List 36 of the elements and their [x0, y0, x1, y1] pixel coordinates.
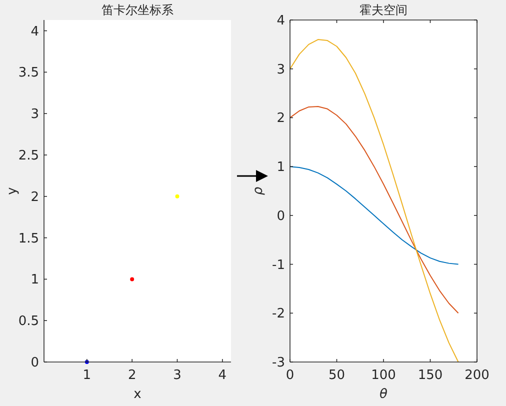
y-tick-label: -1 — [272, 258, 285, 273]
x-tick-label: 2 — [128, 368, 136, 383]
line-series — [290, 39, 459, 362]
y-tick-label: 2 — [30, 190, 39, 205]
line-series — [290, 166, 459, 265]
y-tick-label: 4 — [30, 24, 39, 40]
x-tick-label: 200 — [464, 368, 490, 383]
y-tick-label: 1.5 — [18, 231, 39, 246]
y-tick-label: 1 — [30, 272, 39, 288]
x-tick-label: 100 — [371, 368, 396, 383]
x-axis-title: θ — [380, 387, 388, 402]
y-tick-label: 4 — [276, 14, 285, 28]
point — [175, 194, 180, 198]
point — [130, 277, 134, 282]
y-tick-label: 0.5 — [18, 314, 39, 330]
y-tick-label: 3.5 — [18, 66, 39, 81]
y-axis-title: ρ — [251, 186, 266, 196]
y-axis-title: y — [5, 186, 20, 195]
x-tick-label: 150 — [418, 368, 443, 383]
y-tick-label: 0 — [30, 356, 39, 370]
line-series — [290, 106, 459, 314]
chart-title: 霍夫空间 — [360, 3, 408, 17]
y-tick-label: 3 — [276, 62, 285, 78]
x-tick-label: 50 — [328, 368, 346, 383]
y-tick-label: 1 — [276, 160, 285, 176]
x-tick-label: 1 — [82, 368, 92, 383]
y-tick-label: 2 — [276, 111, 285, 126]
y-tick-label: 3 — [30, 107, 39, 122]
y-tick-label: 2.5 — [18, 148, 39, 164]
y-tick-label: 0 — [276, 208, 285, 224]
y-tick-label: -2 — [272, 306, 285, 322]
x-tick-label: 3 — [173, 368, 182, 383]
chart-title: 笛卡尔坐标系 — [102, 3, 174, 17]
y-tick-label: -3 — [272, 356, 285, 370]
x-tick-label: 4 — [218, 368, 227, 383]
x-axis-title: x — [134, 387, 142, 402]
